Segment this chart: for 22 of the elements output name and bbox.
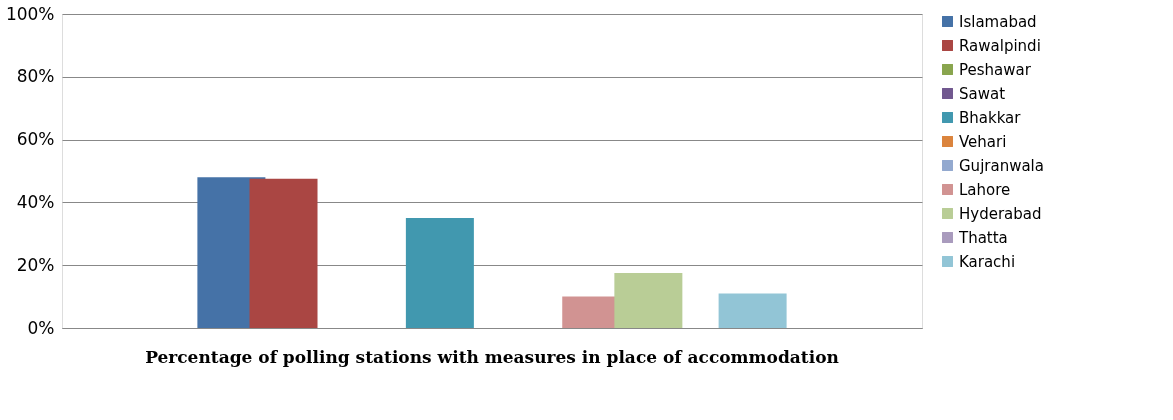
bar (249, 178, 318, 328)
y-tick-label: 0% (27, 317, 55, 338)
y-tick-label: 20% (16, 254, 55, 275)
bar (614, 273, 683, 328)
y-tick-label: 80% (16, 66, 55, 87)
legend-label: Rawalpindi (959, 36, 1041, 55)
y-tick-label: 100% (5, 3, 55, 24)
legend-label: Lahore (959, 180, 1011, 199)
legend-label: Sawat (959, 84, 1006, 103)
legend-label: Hyderabad (959, 204, 1042, 223)
bar (718, 293, 787, 328)
y-tick-label: 60% (16, 129, 55, 150)
legend-label: Bhakkar (959, 108, 1022, 127)
legend-label: Karachi (959, 252, 1016, 271)
legend-label: Thatta (958, 228, 1008, 247)
legend-label: Gujranwala (959, 156, 1044, 175)
legend-label: Vehari (959, 132, 1007, 151)
y-tick-label: 40% (16, 191, 55, 212)
legend-label: Peshawar (959, 60, 1032, 79)
text: Percentage of polling stations with measures in place of accommodation (145, 347, 839, 367)
bar (405, 218, 474, 328)
legend-label: Islamabad (959, 12, 1037, 31)
